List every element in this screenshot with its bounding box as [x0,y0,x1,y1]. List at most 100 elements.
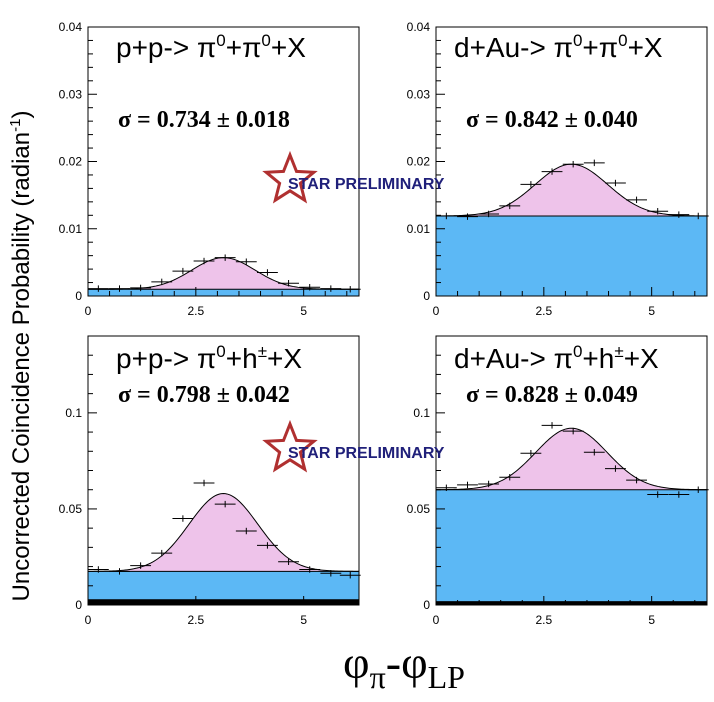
data-point [235,258,257,265]
x-tick-label: 0 [433,613,440,627]
title-part: d+Au-> π [454,32,573,63]
data-point [435,484,457,492]
data-point [235,527,257,535]
watermark-text: STAR PRELIMINARY [288,445,445,462]
y-axis-label: Uncorrected Coincidence Probability (rad… [7,111,35,602]
data-point [109,568,130,575]
panel-title: p+p-> π0+π0+X [116,31,306,63]
sigma-annotation: σ = 0.842 ± 0.040 [466,107,638,133]
panel-dau-pi0-h: 00.050.10 2.5 5d+Au-> π0+h±+Xσ = 0.828 ± 0… [407,335,709,627]
data-point [87,566,109,573]
data-point [647,208,669,215]
data-point [605,465,626,472]
data-point [562,427,584,435]
data-point [151,549,173,557]
data-point [339,286,361,293]
y-tick-label: 0.03 [407,87,431,101]
title-part: 0 [261,31,270,50]
y-tick-label: 0.05 [407,502,431,516]
star-logo-icon [262,419,318,473]
data-point [647,491,669,498]
panels: 00.010.020.030.040 2.5 5p+p-> π0+π0+Xσ = 0… [59,20,709,627]
y-tick-label: 0 [423,289,430,303]
data-point [193,479,215,487]
data-point [130,562,152,569]
x-tick-label: 2.5 [535,304,552,318]
sigma-annotation: σ = 0.828 ± 0.049 [466,382,638,408]
title-part: +X [267,343,302,374]
data-point [499,473,521,481]
panel-title: p+p-> π0+h±+X [116,342,302,374]
y-tick-label: 0 [75,598,82,612]
pedestal-fill [436,489,707,605]
x-axis-label: φπ-φLP [343,637,465,695]
gaussian-fill [88,493,359,572]
data-point [172,267,194,275]
y-tick-label: 0.1 [65,406,82,420]
data-point [520,449,542,457]
data-point [130,284,152,292]
fit-curve [87,493,360,572]
data-point [257,542,278,549]
data-point [457,481,478,489]
title-part: +h [582,343,614,374]
data-point [668,211,690,218]
x-tick-label: 2.5 [535,613,552,627]
panel-pp-pi0-h: 00.050.10 2.5 5p+p-> π0+h±+Xσ = 0.798 ± 0.… [59,335,361,627]
y-tick-label: 0.04 [59,20,83,34]
gaussian-fill [436,164,707,216]
star-logo-icon [262,150,318,204]
star-preliminary-watermark-bottom: STAR PRELIMINARY [262,419,445,473]
data-point [478,480,500,488]
watermark-text: STAR PRELIMINARY [288,176,445,193]
data-point [339,571,361,579]
data-point [278,279,299,287]
x-tick-label: 0 [85,304,92,318]
x-tick-label: 2.5 [187,304,204,318]
data-point [172,515,194,522]
data-point [541,168,563,175]
data-point [87,285,109,292]
data-point [299,566,321,573]
data-point [626,196,647,204]
data-point [109,285,130,292]
x-tick-label: 2.5 [187,613,204,627]
title-part: 0 [573,342,582,361]
title-part: +X [271,32,306,63]
data-point [626,476,647,484]
title-part: +X [624,343,659,374]
baseline-band [436,601,707,605]
data-point [214,254,236,261]
y-tick-label: 0 [75,289,82,303]
panel-title: d+Au-> π0+π0+X [454,31,663,63]
data-point [299,284,321,291]
y-tick-label: 0.03 [59,87,83,101]
y-tick-label: 0.1 [413,406,430,420]
data-point [499,202,521,210]
y-tick-label: 0 [423,598,430,612]
panel-frame [87,26,360,297]
data-point [435,212,457,220]
data-point [668,491,690,498]
y-tick-label: 0.01 [407,222,431,236]
title-part: p+p-> π [116,343,216,374]
panel-title: d+Au-> π0+h±+X [454,342,659,374]
title-part: 0 [618,31,627,50]
data-point [320,570,342,577]
data-point [257,269,278,276]
data-point [151,278,173,286]
data-point [478,210,500,218]
fit-curve [435,427,708,491]
pedestal-fill [88,289,359,296]
x-tick-label: 0 [85,613,92,627]
y-tick-label: 0.02 [59,155,83,169]
y-tick-label: 0.04 [407,20,431,34]
sigma-annotation: σ = 0.734 ± 0.018 [118,107,290,133]
title-part: ± [258,342,267,361]
title-part: ± [614,342,623,361]
x-tick-label: 0 [433,304,440,318]
title-part: +h [226,343,258,374]
data-point [193,257,215,265]
data-point [562,160,584,168]
